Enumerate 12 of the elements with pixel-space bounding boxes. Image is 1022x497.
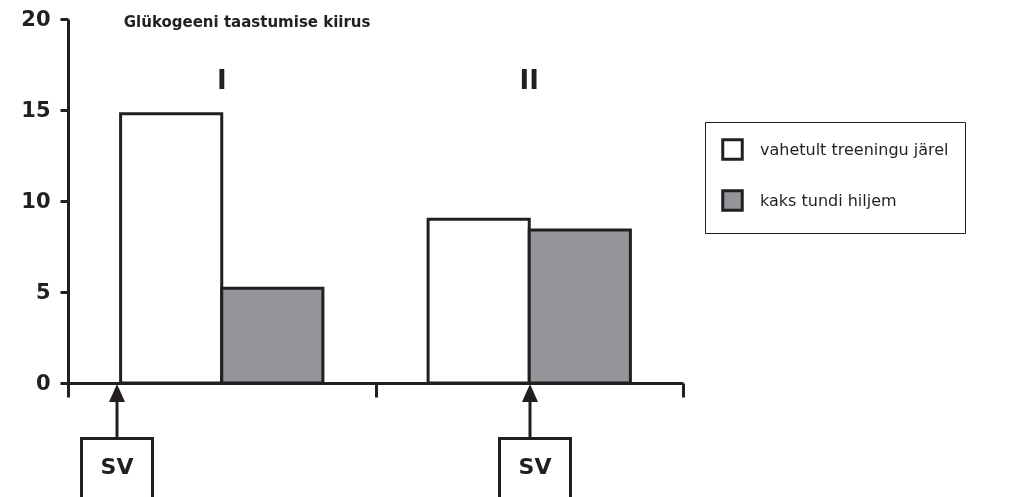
y-tick-label: 20 bbox=[21, 6, 51, 31]
y-tick-label: 0 bbox=[35, 370, 51, 395]
legend-label: vahetult treeningu järel bbox=[760, 139, 949, 159]
text: SV bbox=[80, 437, 154, 497]
x-tick-label: II bbox=[519, 65, 539, 95]
y-tick-label: 15 bbox=[21, 97, 51, 122]
chart-title: Glükogeeni taastumise kiirus bbox=[123, 13, 371, 31]
text: SV bbox=[498, 437, 572, 497]
y-tick-label: 10 bbox=[21, 188, 51, 213]
y-tick-label: 5 bbox=[35, 279, 51, 304]
x-tick-label: I bbox=[216, 65, 227, 95]
legend-label: kaks tundi hiljem bbox=[760, 190, 897, 210]
